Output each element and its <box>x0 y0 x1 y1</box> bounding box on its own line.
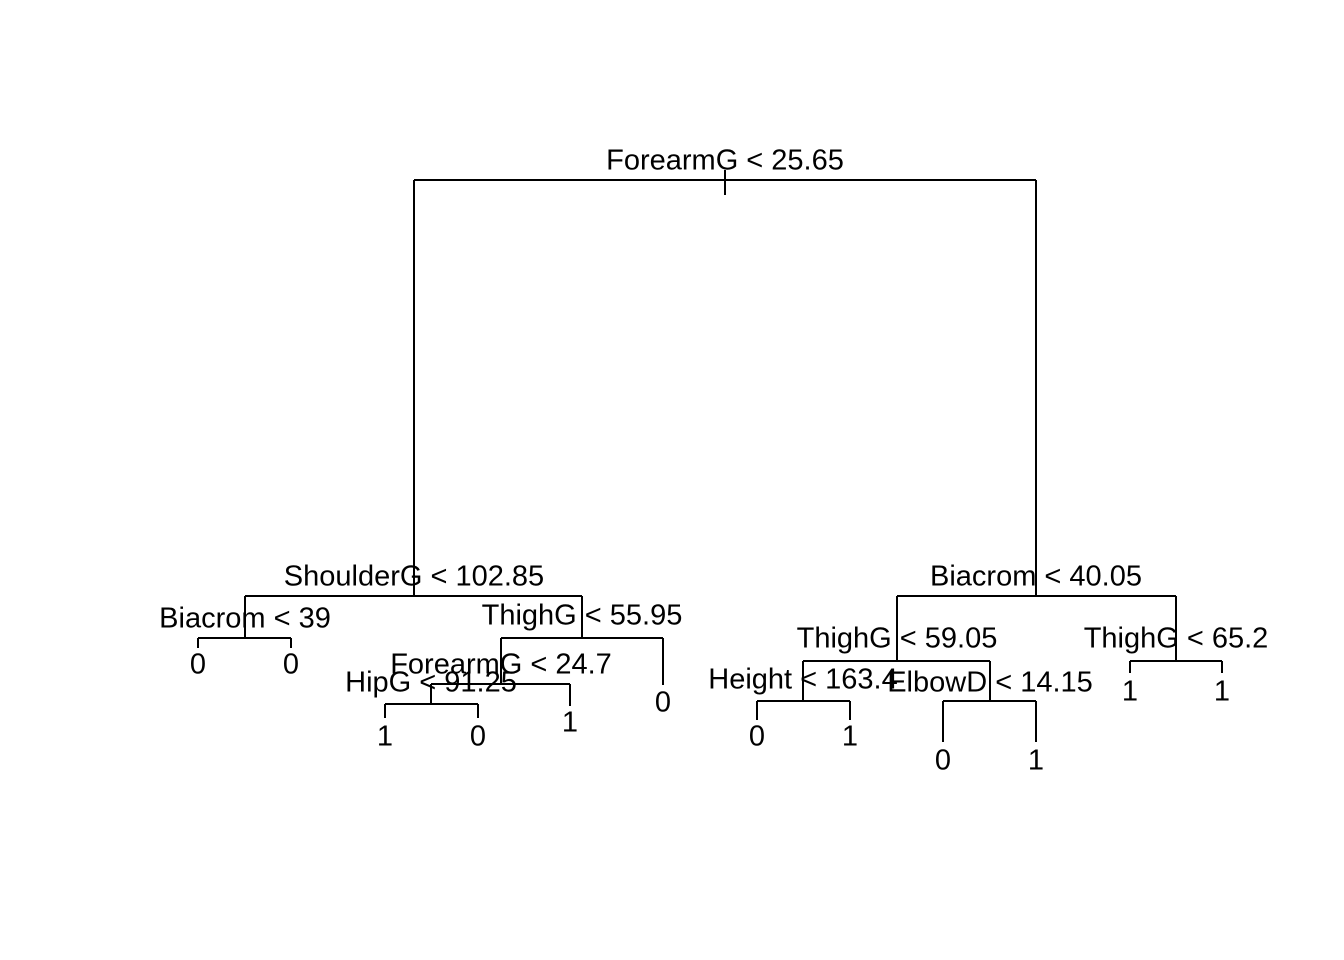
split-label: Biacrom < 40.05 <box>930 561 1142 593</box>
split-label: HipG < 91.25 <box>345 667 517 699</box>
split-labels: ForearmG < 25.65 ShoulderG < 102.85 Biac… <box>159 145 1268 699</box>
split-label: ThighG < 59.05 <box>797 623 998 655</box>
split-label: ThighG < 55.95 <box>482 600 683 632</box>
split-label: ForearmG < 24.7 <box>390 649 612 681</box>
leaf-label: 1 <box>562 707 578 739</box>
leaf-label: 1 <box>1028 745 1044 777</box>
split-label: ShoulderG < 102.85 <box>284 561 544 593</box>
split-label: ThighG < 65.2 <box>1084 623 1269 655</box>
leaf-labels: 0 0 1 0 1 0 0 1 0 1 1 1 <box>190 649 1230 777</box>
leaf-label: 1 <box>842 721 858 753</box>
leaf-label: 1 <box>377 721 393 753</box>
split-label: ElbowD < 14.15 <box>887 667 1093 699</box>
split-label: ForearmG < 25.65 <box>606 145 844 177</box>
leaf-label: 0 <box>190 649 206 681</box>
split-label: Height < 163.4 <box>708 664 897 696</box>
leaf-label: 0 <box>749 721 765 753</box>
branches <box>197 170 1223 742</box>
leaf-label: 1 <box>1122 676 1138 708</box>
leaf-label: 0 <box>935 745 951 777</box>
leaf-label: 0 <box>283 649 299 681</box>
leaf-label: 1 <box>1214 676 1230 708</box>
split-label: Biacrom < 39 <box>159 603 331 635</box>
leaf-label: 0 <box>470 721 486 753</box>
leaf-label: 0 <box>655 687 671 719</box>
